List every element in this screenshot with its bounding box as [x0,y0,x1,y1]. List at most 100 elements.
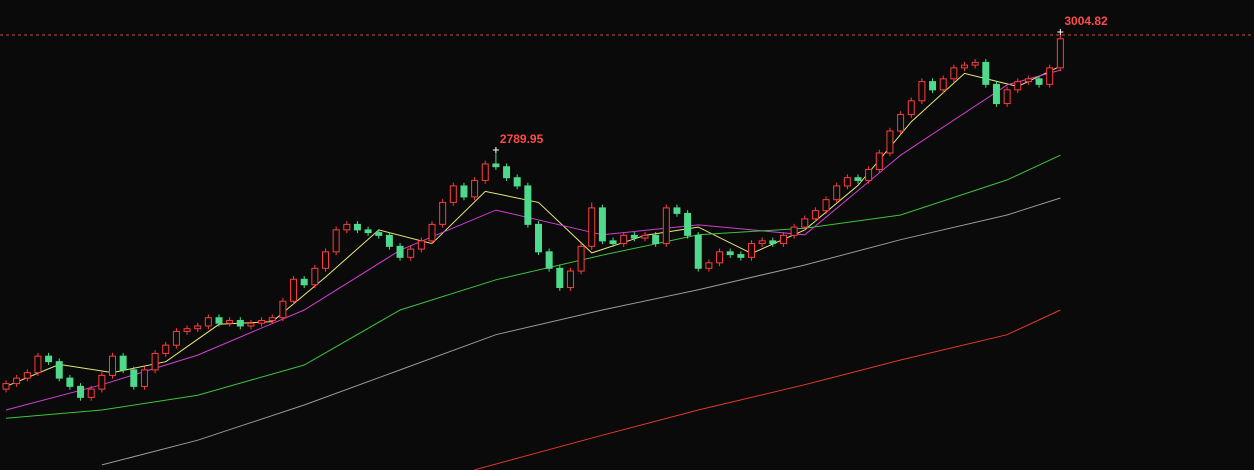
candle-body [907,100,915,116]
candle-body [641,234,649,239]
candle-body [226,319,234,324]
candle-body [694,234,702,269]
candle-body [662,207,670,245]
candle-body [439,201,447,225]
candle-body [737,254,745,258]
candle-body [385,234,393,247]
candle-body [779,234,787,245]
candle-body [290,278,298,302]
candle-body [673,207,681,214]
candle-body [961,64,968,69]
candle-body [45,355,53,363]
candle-body [77,385,85,398]
candle-body [939,78,947,91]
candle-body [875,152,883,170]
candle-body [566,270,574,289]
candle-body [396,245,404,258]
candle-body [577,245,585,272]
candle-body [236,319,244,327]
candle-body [1003,89,1011,105]
candle-body [87,388,95,398]
high-marker [492,147,499,154]
candle-body [524,185,532,225]
ma-line [5,69,1061,411]
candle-body [748,243,755,258]
candle-body [1014,81,1022,91]
candle-body [833,185,841,201]
candle-body [407,248,415,258]
candle-body [726,251,734,256]
candle-body [332,229,340,253]
candle-body [1035,78,1043,85]
candle-body [2,383,10,390]
candle-body [471,179,479,198]
candle-body [630,234,638,239]
candle-body [790,226,798,236]
candle-body [109,355,116,376]
candle-body [428,223,436,242]
candle-body [513,177,521,187]
candle-body [588,207,596,247]
candle-body [66,377,74,387]
candle-body [854,177,862,181]
candle-body [492,163,500,168]
high-label: 2789.95 [500,132,544,146]
candle-body [353,223,361,231]
candle-body [322,251,329,269]
candle-body [55,361,63,379]
high-marker [1057,29,1064,36]
candle-body [843,177,851,187]
high-label: 3004.82 [1064,14,1108,28]
candle-body [98,374,106,390]
ma-line [5,65,1061,387]
candle-body [769,240,777,245]
candle-body [151,352,159,371]
candle-body [13,377,21,385]
candle-body [375,232,383,236]
candle-body [247,322,255,327]
candle-body [556,267,564,289]
candle-body [460,185,468,198]
ma-line [474,309,1061,470]
candle-body [545,251,553,269]
candle-body [1024,78,1032,83]
candle-body [705,262,713,269]
candle-body [140,369,148,387]
candle-body [311,267,319,286]
candle-body [886,130,894,154]
candle-body [268,317,276,321]
candle-body [684,212,692,236]
candle-body [258,319,266,324]
candle-body [822,199,830,212]
candle-body [1046,67,1054,85]
candle-body [204,317,212,327]
candle-body [172,330,180,346]
candle-body [279,300,287,319]
candle-body [652,234,660,245]
candle-body [535,223,542,253]
candle-body [183,328,191,332]
candle-body [950,67,958,80]
candle-body [758,240,766,245]
candle-body [34,355,42,374]
candle-body [130,369,138,387]
candle-body [801,218,809,228]
candle-body [982,61,990,85]
candle-body [598,207,606,242]
candle-body [716,251,724,264]
candle-body [300,278,308,286]
candle-body [417,240,425,250]
candle-body [162,344,170,354]
candle-body [865,168,873,181]
candle-body [449,185,457,203]
candle-body [897,114,905,132]
candle-body [811,210,819,220]
candle-body [992,83,1000,105]
ma-line [101,197,1061,466]
candle-body [343,223,351,231]
candle-body [929,81,937,91]
candle-body [119,355,127,371]
candle-body [23,372,31,379]
